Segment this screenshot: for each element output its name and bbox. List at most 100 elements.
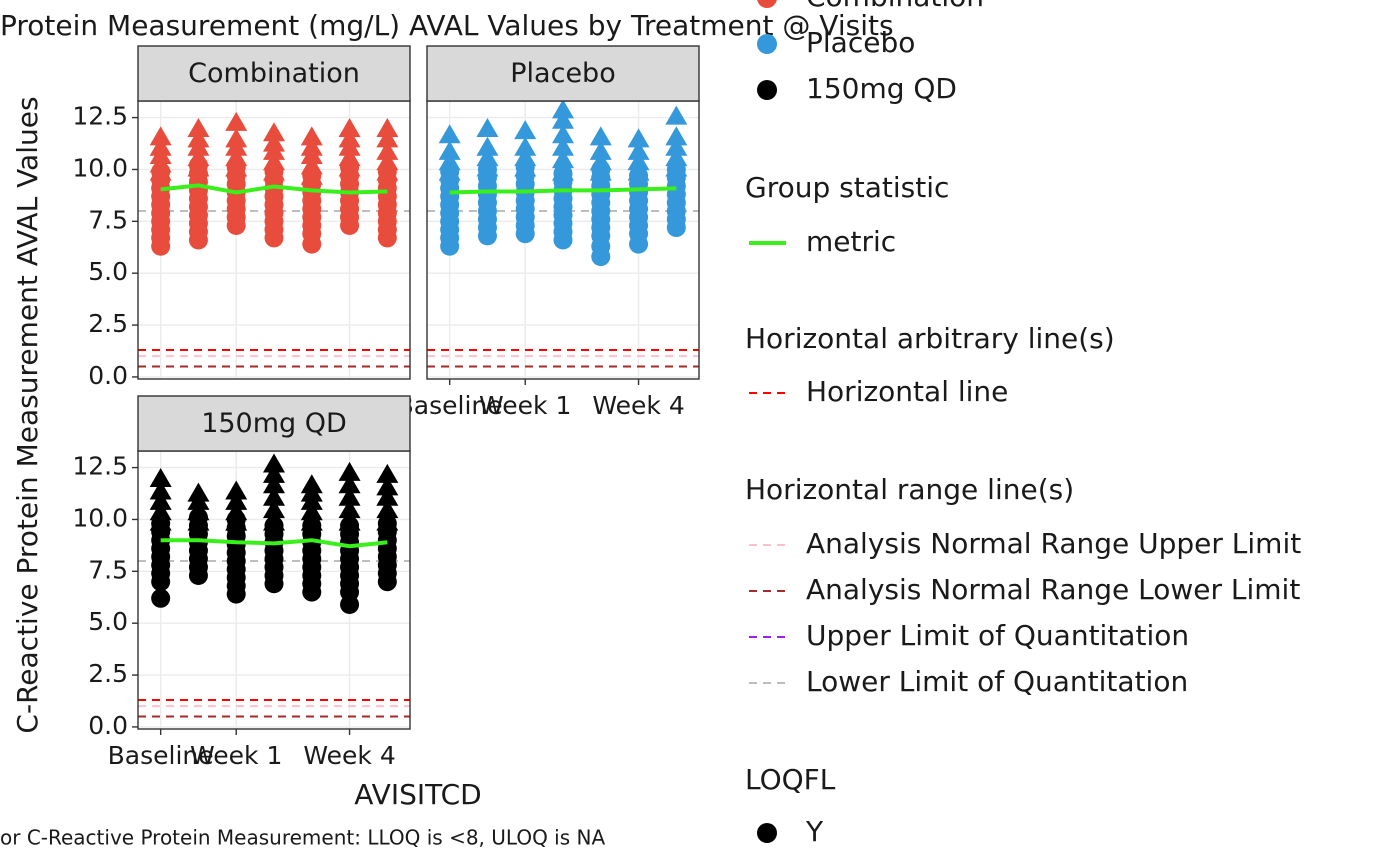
data-point-triangle	[149, 490, 172, 510]
data-point-triangle	[376, 140, 399, 160]
data-point-triangle	[263, 463, 285, 483]
data-point-triangle	[665, 136, 688, 156]
legend-title: Group statistic	[745, 171, 949, 204]
legend-key	[757, 0, 777, 8]
data-point-triangle	[187, 147, 210, 167]
data-point-triangle	[376, 128, 399, 148]
data-point-triangle	[149, 501, 172, 521]
legend-label: Horizontal line	[806, 375, 1008, 408]
data-point-triangle	[589, 151, 612, 171]
legend-key	[757, 823, 777, 843]
strip-label: 150mg QD	[201, 408, 347, 439]
data-point-triangle	[589, 140, 612, 160]
x-tick-label: Week 4	[592, 391, 684, 420]
data-point-triangle	[263, 161, 285, 181]
data-point-triangle	[552, 161, 574, 181]
data-point-triangle	[376, 511, 399, 531]
legend-label: Combination	[806, 0, 984, 13]
data-point-triangle	[149, 468, 172, 488]
metric-line	[449, 186, 677, 195]
data-point-triangle	[187, 157, 210, 177]
legend-title: Horizontal range line(s)	[745, 473, 1074, 506]
data-point-triangle	[552, 149, 574, 169]
data-point-triangle	[376, 161, 399, 181]
data-point-triangle	[627, 161, 650, 181]
data-point-triangle	[263, 151, 285, 171]
footnote: or C-Reactive Protein Measurement: LLOQ …	[0, 826, 605, 850]
x-axis-title: AVISITCD	[354, 778, 481, 811]
data-point-triangle	[263, 453, 285, 473]
data-point-triangle	[476, 157, 499, 177]
data-point-triangle	[187, 118, 210, 138]
data-point-triangle	[225, 147, 248, 167]
data-point-triangle	[589, 126, 612, 146]
data-point-triangle	[376, 463, 399, 483]
data-point-triangle	[225, 111, 248, 131]
data-point-triangle	[338, 128, 361, 148]
data-point-triangle	[552, 124, 574, 144]
data-point-triangle	[589, 161, 612, 181]
data-point-triangle	[552, 109, 574, 129]
x-tick-label: Baseline	[108, 741, 214, 770]
data-point-triangle	[300, 511, 323, 531]
legend-label: Analysis Normal Range Upper Limit	[806, 527, 1301, 560]
data-point-triangle	[552, 99, 574, 119]
data-point-triangle	[300, 126, 323, 146]
data-point-triangle	[665, 157, 688, 177]
data-point-triangle	[476, 147, 499, 167]
y-tick-label: 10.0	[72, 503, 128, 532]
data-point-triangle	[225, 511, 248, 531]
data-point-triangle	[438, 161, 461, 181]
y-tick-label: 0.0	[88, 711, 128, 740]
data-point-triangle	[338, 511, 361, 531]
legend-key	[757, 34, 777, 54]
data-point-triangle	[514, 147, 537, 167]
y-tick-label: 2.5	[88, 659, 128, 688]
strip	[426, 45, 700, 102]
legend-label: Upper Limit of Quantitation	[806, 619, 1189, 652]
data-point-triangle	[376, 499, 399, 519]
data-point-triangle	[627, 128, 650, 148]
y-axis-title: C-Reactive Protein Measurement AVAL Valu…	[11, 96, 44, 733]
data-point-triangle	[665, 105, 688, 125]
data-point-triangle	[225, 480, 248, 500]
data-point-triangle	[225, 157, 248, 177]
data-point-triangle	[300, 165, 323, 185]
legend-label: metric	[806, 225, 896, 258]
y-tick-label: 12.5	[72, 102, 128, 131]
data-point-triangle	[187, 128, 210, 148]
data-point-triangle	[338, 474, 361, 494]
x-tick-label: Week 4	[303, 741, 395, 770]
data-point	[151, 588, 171, 608]
strip-label: Placebo	[510, 58, 615, 89]
data-point-triangle	[627, 140, 650, 160]
data-point-triangle	[514, 120, 537, 140]
metric-line	[160, 183, 388, 195]
legend-label: 150mg QD	[806, 72, 957, 105]
legend-label: Placebo	[806, 26, 915, 59]
data-point-triangle	[338, 118, 361, 138]
data-point-triangle	[665, 147, 688, 167]
data-point-triangle	[338, 147, 361, 167]
strip	[137, 45, 411, 102]
data-point-triangle	[187, 482, 210, 502]
data-point-triangle	[187, 501, 210, 521]
data-point-triangle	[300, 501, 323, 521]
x-tick-label: Week 1	[479, 391, 571, 420]
data-point-triangle	[149, 480, 172, 500]
data-point-triangle	[476, 118, 499, 138]
data-point-triangle	[149, 126, 172, 146]
x-tick-label: Week 1	[190, 741, 282, 770]
y-tick-label: 10.0	[72, 153, 128, 182]
data-point-triangle	[627, 151, 650, 171]
data-point-triangle	[263, 132, 285, 152]
data-point-triangle	[476, 136, 499, 156]
y-tick-label: 0.0	[88, 361, 128, 390]
data-point-triangle	[225, 128, 248, 148]
data-point-triangle	[300, 155, 323, 175]
data-point-triangle	[225, 490, 248, 510]
data-point-triangle	[300, 474, 323, 494]
y-tick-label: 12.5	[72, 452, 128, 481]
data-point-triangle	[263, 499, 285, 519]
